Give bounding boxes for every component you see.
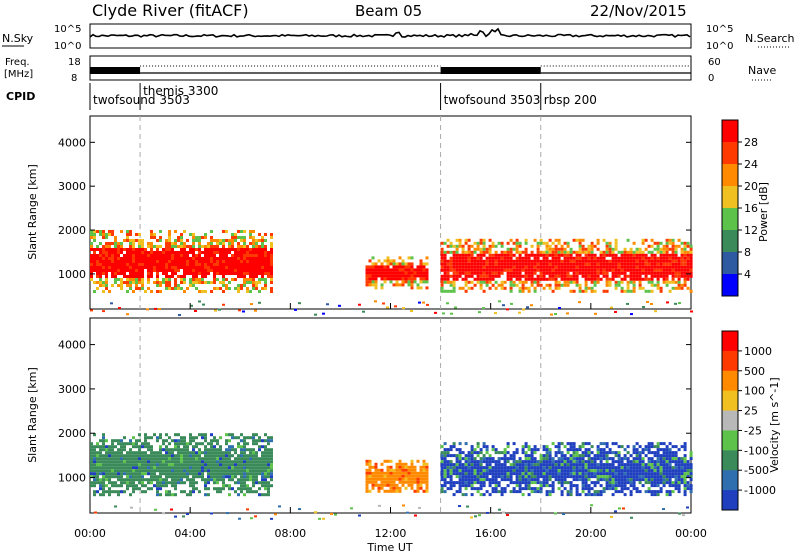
velocity-colorbar-swatch-7 (722, 470, 738, 491)
noise-left-tick-top: 10^5 (54, 24, 81, 35)
velocity-colorbar-swatch-5 (722, 430, 738, 451)
velocity-colorbar-swatch-0 (722, 331, 738, 352)
power-colorbar-tick-label-1: 8 (744, 246, 751, 259)
y-tick-label-2: 3000 (58, 180, 86, 193)
velocity-colorbar-tick-label-7: -1000 (744, 484, 776, 497)
power-colorbar-swatch-7 (722, 274, 738, 297)
velocity-colorbar-swatch-2 (722, 370, 738, 392)
velocity-colorbar-tick-label-0: 1000 (744, 345, 772, 358)
power-colorbar-tick-label-2: 12 (744, 224, 758, 237)
velocity-colorbar-swatch-6 (722, 450, 738, 471)
noise-sky-series (89, 27, 691, 38)
y-tick-label-3: 4000 (58, 339, 86, 352)
velocity-colorbar: 1000 500 100 25 -25 -100 -500 -1000 (721, 330, 776, 511)
power-colorbar-tick-label-6: 28 (744, 136, 758, 149)
x-tick-label-5: 20:00 (575, 527, 607, 540)
velocity-colorbar-swatch-8 (722, 490, 738, 511)
x-tick-label-4: 16:00 (475, 527, 507, 540)
noise-right-tick-top: 10^5 (706, 24, 733, 35)
freq-block-2 (440, 67, 541, 74)
freq-label-1: Freq. (5, 57, 30, 68)
power-colorbar-label: Power [dB] (757, 182, 770, 242)
velocity-colorbar-swatch-1 (722, 350, 738, 372)
power-colorbar-tick-label-5: 24 (744, 158, 758, 171)
power-colorbar-swatch-2 (722, 164, 738, 187)
velocity-colorbar-tick-label-6: -500 (744, 464, 769, 477)
x-tick-label-0: 00:00 (74, 527, 106, 540)
velocity-colorbar-tick-label-1: 500 (744, 365, 765, 378)
power-echo-layer (90, 116, 693, 317)
cpid-segment-label-2: twofsound 3503 (444, 93, 541, 107)
power-colorbar: 4 8 12 16 20 24 28 (721, 119, 758, 297)
freq-label-2: [MHz] (4, 69, 33, 80)
freq-series (90, 65, 691, 74)
date-title: 22/Nov/2015 (590, 2, 687, 20)
beam-title: Beam 05 (355, 2, 422, 20)
velocity-y-axis: 1000 2000 3000 4000 (58, 339, 691, 485)
power-colorbar-swatch-0 (722, 120, 738, 143)
nave-label: Nave (748, 64, 776, 77)
x-tick-label-2: 08:00 (274, 527, 306, 540)
station-title: Clyde River (fitACF) (92, 1, 249, 20)
freq-panel-frame (89, 55, 692, 81)
x-tick-label-3: 12:00 (375, 527, 407, 540)
time-x-axis: 00:00 04:00 08:00 12:00 16:00 20:00 00:00 (74, 303, 707, 540)
power-colorbar-tick-label-3: 16 (744, 202, 758, 215)
noise-right-label: N.Search (745, 32, 795, 45)
y-tick-label-2: 3000 (58, 383, 86, 396)
velocity-y-label: Slant Range [km] (26, 367, 39, 463)
freq-tick-bottom: 8 (71, 73, 77, 84)
power-colorbar-swatch-1 (722, 142, 738, 165)
x-axis-label: Time UT (366, 541, 412, 554)
nave-tick-top: 60 (708, 57, 721, 68)
y-tick-label-1: 2000 (58, 427, 86, 440)
velocity-colorbar-tick-label-5: -100 (744, 444, 769, 457)
nave-tick-bottom: 0 (708, 73, 714, 84)
velocity-echo-layer (90, 318, 693, 520)
cpid-segment-label-3: rbsp 200 (544, 93, 597, 107)
power-colorbar-swatch-4 (722, 208, 738, 231)
velocity-colorbar-frame (721, 330, 739, 511)
cpid-segment-label-1: themis 3300 (143, 84, 218, 98)
power-colorbar-tick-label-0: 4 (744, 268, 751, 281)
power-colorbar-swatch-5 (722, 230, 738, 253)
y-tick-label-3: 4000 (58, 136, 86, 149)
power-y-label: Slant Range [km] (26, 164, 39, 260)
noise-left-label: N.Sky (2, 32, 34, 45)
y-tick-label-1: 2000 (58, 224, 86, 237)
power-y-axis: 1000 2000 3000 4000 (58, 136, 691, 281)
cpid-label: CPID (6, 90, 35, 103)
cpid-segment-label-0: twofsound 3503 (93, 93, 190, 107)
x-tick-label-1: 04:00 (174, 527, 206, 540)
velocity-colorbar-tick-label-2: 100 (744, 385, 765, 398)
velocity-colorbar-swatch-4 (722, 410, 738, 431)
noise-left-tick-bottom: 10^0 (54, 41, 81, 52)
y-tick-label-0: 1000 (58, 472, 86, 485)
noise-right-tick-bottom: 10^0 (706, 41, 733, 52)
velocity-colorbar-swatch-3 (722, 390, 738, 412)
power-colorbar-tick-label-4: 20 (744, 180, 758, 193)
velocity-colorbar-tick-label-4: -25 (744, 424, 762, 437)
freq-tick-top: 18 (68, 57, 81, 68)
y-tick-label-0: 1000 (58, 268, 86, 281)
x-tick-label-6: 00:00 (675, 527, 707, 540)
velocity-colorbar-tick-label-3: 25 (744, 405, 758, 418)
velocity-colorbar-label: Velocity [m s^-1] (768, 377, 781, 472)
power-colorbar-swatch-6 (722, 252, 738, 275)
power-colorbar-swatch-3 (722, 186, 738, 209)
freq-block-0 (90, 67, 141, 74)
